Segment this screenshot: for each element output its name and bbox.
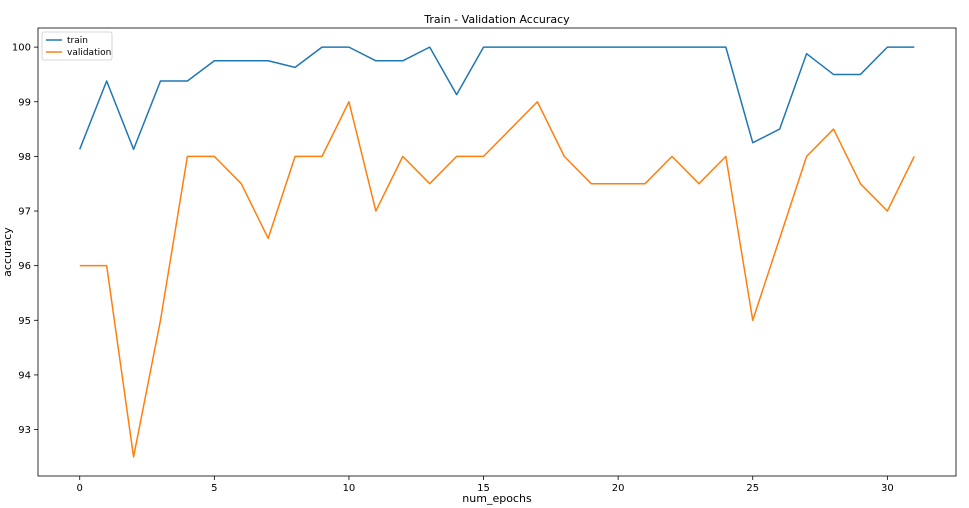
- y-tick-label-99: 99: [18, 97, 31, 108]
- x-tick-label-0: 0: [77, 483, 83, 494]
- y-tick-label-94: 94: [18, 370, 31, 381]
- x-tick-label-30: 30: [881, 483, 894, 494]
- legend: train validation: [41, 31, 113, 61]
- series-line-train: [79, 46, 915, 151]
- x-axis-title: num_epochs: [462, 492, 532, 505]
- y-axis-title: accuracy: [1, 227, 14, 277]
- x-tick-label-20: 20: [612, 483, 625, 494]
- y-tick-label-93: 93: [18, 425, 31, 436]
- legend-label-train: train: [67, 36, 88, 46]
- x-tick-label-10: 10: [343, 483, 356, 494]
- legend-label-validation: validation: [67, 48, 111, 58]
- y-tick-label-95: 95: [18, 316, 31, 327]
- legend-box: [41, 31, 113, 61]
- y-tick-label-96: 96: [18, 261, 31, 272]
- x-tick-label-5: 5: [211, 483, 217, 494]
- y-tick-label-97: 97: [18, 207, 31, 218]
- chart-title: Train - Validation Accuracy: [423, 13, 570, 26]
- x-tick-label-25: 25: [746, 483, 759, 494]
- plot-area: 0 5 10 15 20 25 30 93 94 95 96 97 98 99 100: [12, 27, 957, 494]
- y-tick-label-100: 100: [12, 43, 31, 54]
- series-line-validation: [79, 101, 915, 458]
- axes-frame: [37, 27, 957, 477]
- y-tick-label-98: 98: [18, 152, 31, 163]
- x-tick-label-15: 15: [477, 483, 490, 494]
